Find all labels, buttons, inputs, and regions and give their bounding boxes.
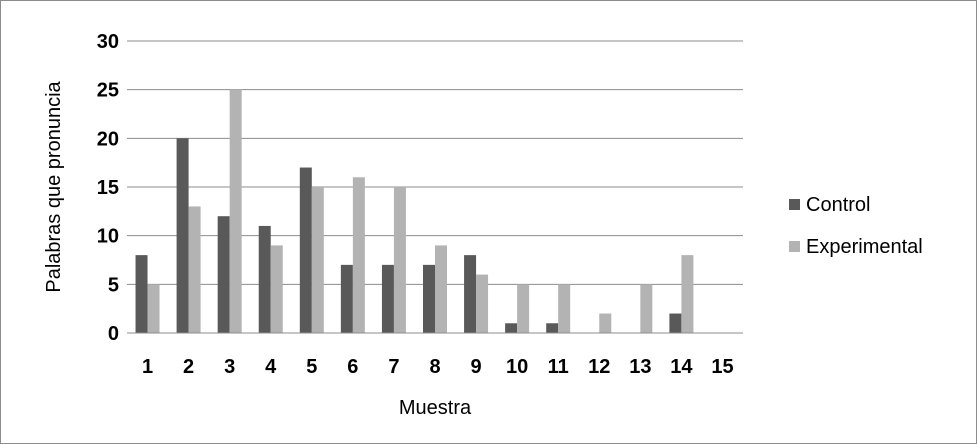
bar-control-2 (176, 138, 189, 333)
bar-control-10 (505, 323, 518, 333)
bar-experimental-14 (681, 255, 694, 333)
bar-experimental-13 (640, 284, 653, 333)
legend-label-control: Control (806, 194, 870, 216)
bar-experimental-8 (435, 245, 447, 333)
y-tick-label: 20 (97, 128, 119, 150)
x-tick-label: 4 (265, 356, 277, 378)
bar-experimental-11 (558, 284, 571, 333)
x-tick-label: 2 (183, 356, 194, 378)
bar-experimental-6 (352, 177, 365, 333)
bar-experimental-12 (599, 313, 612, 333)
x-tick-label: 11 (548, 356, 569, 378)
y-tick-label: 0 (108, 323, 119, 345)
bar-experimental-5 (311, 187, 324, 333)
y-axis-ticks: 0 5 10 15 20 25 30 (97, 31, 119, 345)
y-tick-label: 10 (97, 226, 119, 248)
bar-experimental-7 (393, 187, 406, 333)
x-tick-label: 6 (347, 356, 358, 378)
bar-control-5 (299, 167, 312, 333)
bar-control-4 (258, 225, 271, 333)
bar-experimental-2 (188, 206, 201, 333)
y-axis-title: Palabras que pronuncia (43, 80, 65, 292)
x-tick-label: 3 (224, 356, 235, 378)
x-tick-label: 14 (670, 356, 693, 378)
y-tick-label: 30 (97, 31, 119, 53)
x-tick-label: 5 (306, 356, 317, 378)
bar-control-9 (464, 255, 477, 333)
y-tick-label: 25 (97, 80, 119, 102)
y-tick-label: 15 (97, 177, 119, 199)
x-tick-label: 12 (588, 356, 610, 378)
bar-control-8 (423, 264, 435, 333)
bars (135, 89, 694, 334)
bar-control-3 (217, 216, 230, 333)
x-tick-label: 8 (429, 356, 440, 378)
bar-control-14 (669, 313, 682, 333)
legend: Control Experimental (789, 194, 923, 258)
x-tick-label: 13 (629, 356, 651, 378)
bar-experimental-10 (517, 284, 530, 333)
y-tick-label: 5 (108, 274, 119, 296)
x-axis-ticks: 1 2 3 4 5 6 7 8 9 10 11 12 13 14 15 (142, 356, 734, 378)
x-tick-label: 9 (471, 356, 482, 378)
x-tick-label: 7 (388, 356, 399, 378)
x-tick-label: 10 (506, 356, 528, 378)
legend-swatch-experimental (789, 241, 800, 252)
legend-swatch-control (789, 199, 800, 210)
x-tick-label: 1 (142, 356, 153, 378)
x-axis-title: Muestra (399, 397, 472, 419)
x-tick-label: 15 (711, 356, 733, 378)
bar-experimental-4 (270, 245, 283, 333)
bar-control-6 (340, 264, 353, 333)
bar-experimental-9 (476, 274, 489, 333)
legend-label-experimental: Experimental (806, 236, 923, 258)
bar-control-11 (546, 323, 559, 333)
bar-control-7 (381, 264, 394, 333)
bar-control-1 (135, 255, 148, 333)
bar-experimental-1 (147, 284, 160, 333)
bar-experimental-3 (229, 89, 242, 334)
